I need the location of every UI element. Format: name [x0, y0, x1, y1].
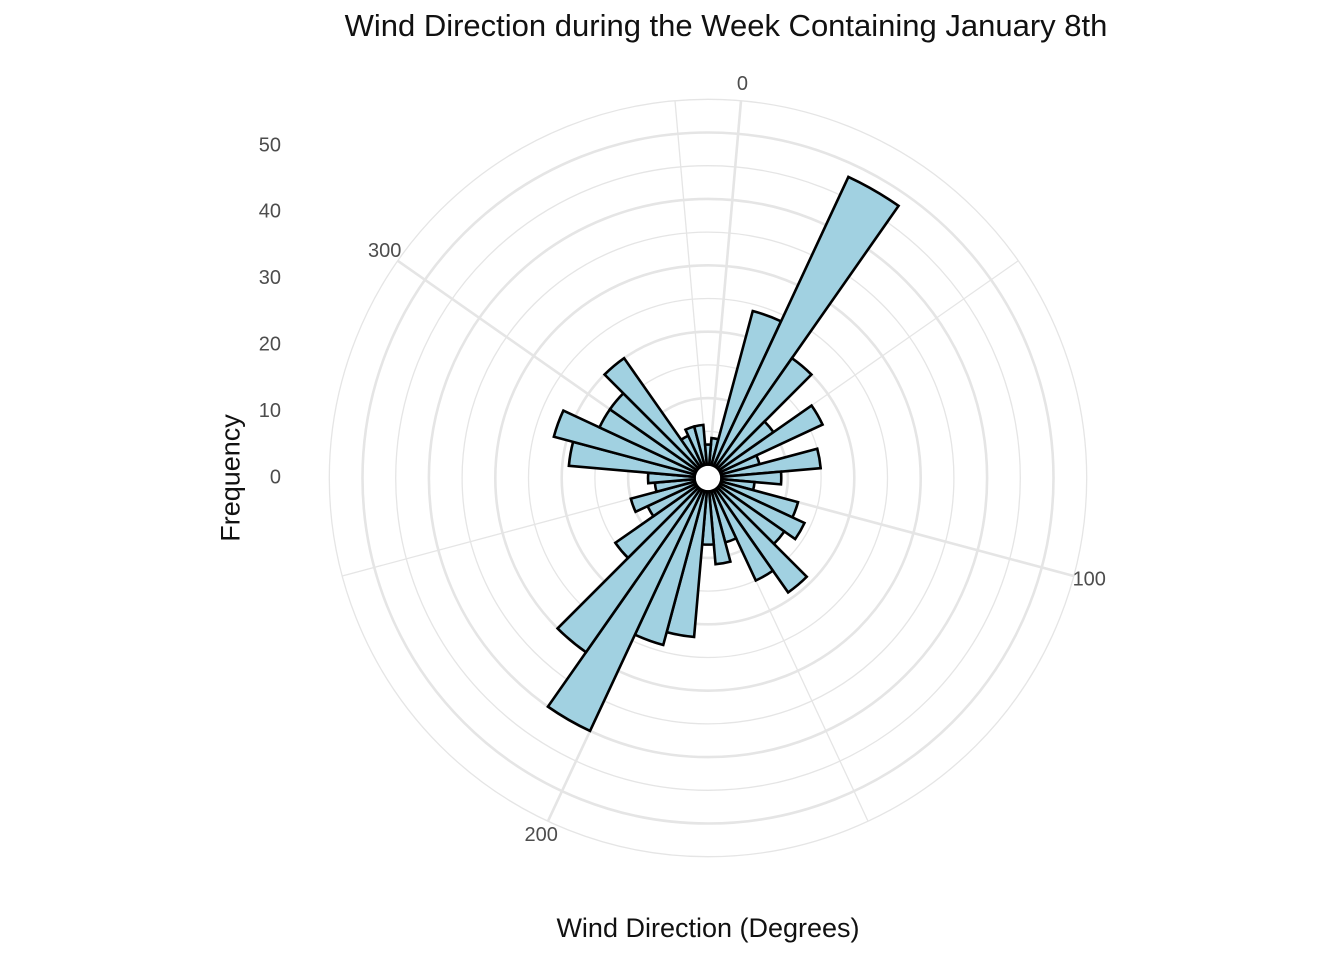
- angle-gridline: [707, 100, 743, 465]
- bar-20: [711, 175, 901, 469]
- radial-tick-label: 10: [259, 400, 281, 422]
- bar-280: [552, 408, 698, 477]
- bar-70: [719, 447, 823, 479]
- radial-gridline: [461, 231, 955, 725]
- radial-gridline: [395, 165, 1021, 791]
- bar-series: [546, 175, 901, 733]
- bar-50: [717, 403, 825, 475]
- radial-tick-label: 30: [259, 267, 281, 289]
- angle-tick-label: 0: [737, 73, 748, 95]
- radial-gridline: [594, 364, 822, 592]
- radial-gridline: [626, 396, 790, 560]
- radial-tick-label: 0: [270, 466, 281, 488]
- bar-220: [613, 483, 701, 560]
- radial-tick-label: 40: [259, 201, 281, 223]
- bar-160: [707, 489, 732, 566]
- polar-grid: [328, 98, 1088, 858]
- radial-tick-label: 20: [259, 333, 281, 355]
- bar-350: [703, 443, 713, 466]
- bar-240: [629, 479, 698, 514]
- bar-210: [555, 485, 703, 655]
- chart-title: Wind Direction during the Week Containin…: [344, 8, 1108, 43]
- radial-gridline: [427, 197, 989, 759]
- bar-80: [720, 470, 783, 486]
- radial-gridline: [328, 98, 1088, 858]
- radial-gridline: [361, 131, 1055, 825]
- bar-140: [711, 487, 775, 583]
- bar-200: [546, 487, 705, 733]
- radial-gridline: [493, 263, 922, 692]
- bar-130: [713, 485, 809, 595]
- angle-tick-label: 200: [525, 824, 558, 846]
- radial-gridline: [527, 297, 889, 659]
- angle-tick-label: 300: [368, 240, 401, 262]
- radial-tick-label: 50: [259, 134, 281, 156]
- angle-tick-label: 100: [1073, 568, 1106, 590]
- x-axis-label: Wind Direction (Degrees): [556, 913, 860, 943]
- bar-30: [713, 356, 814, 471]
- bar-340: [692, 423, 709, 467]
- angle-gridline: [674, 100, 708, 465]
- bar-310: [602, 356, 703, 471]
- radial-gridline: [560, 330, 856, 626]
- bar-110: [717, 481, 807, 541]
- tick-labels: 0 100 200 300 0 10 20 30 40 50: [259, 73, 1106, 846]
